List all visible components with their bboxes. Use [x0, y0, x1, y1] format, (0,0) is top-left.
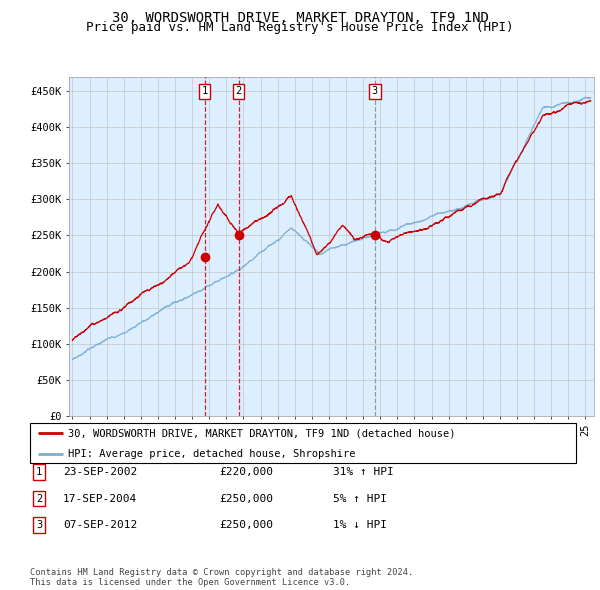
Text: 07-SEP-2012: 07-SEP-2012	[63, 520, 137, 530]
Text: 31% ↑ HPI: 31% ↑ HPI	[333, 467, 394, 477]
Text: 30, WORDSWORTH DRIVE, MARKET DRAYTON, TF9 1ND: 30, WORDSWORTH DRIVE, MARKET DRAYTON, TF…	[112, 11, 488, 25]
Text: 17-SEP-2004: 17-SEP-2004	[63, 494, 137, 503]
Text: Contains HM Land Registry data © Crown copyright and database right 2024.
This d: Contains HM Land Registry data © Crown c…	[30, 568, 413, 587]
Text: £220,000: £220,000	[219, 467, 273, 477]
Text: HPI: Average price, detached house, Shropshire: HPI: Average price, detached house, Shro…	[68, 450, 356, 460]
Text: 2: 2	[36, 494, 42, 503]
Text: 23-SEP-2002: 23-SEP-2002	[63, 467, 137, 477]
Text: 2: 2	[235, 86, 242, 96]
Text: 3: 3	[36, 520, 42, 530]
Text: 3: 3	[372, 86, 378, 96]
Text: 1% ↓ HPI: 1% ↓ HPI	[333, 520, 387, 530]
Text: £250,000: £250,000	[219, 494, 273, 503]
Text: 1: 1	[36, 467, 42, 477]
Text: Price paid vs. HM Land Registry's House Price Index (HPI): Price paid vs. HM Land Registry's House …	[86, 21, 514, 34]
Text: 1: 1	[202, 86, 208, 96]
Text: £250,000: £250,000	[219, 520, 273, 530]
Text: 30, WORDSWORTH DRIVE, MARKET DRAYTON, TF9 1ND (detached house): 30, WORDSWORTH DRIVE, MARKET DRAYTON, TF…	[68, 428, 456, 438]
Text: 5% ↑ HPI: 5% ↑ HPI	[333, 494, 387, 503]
